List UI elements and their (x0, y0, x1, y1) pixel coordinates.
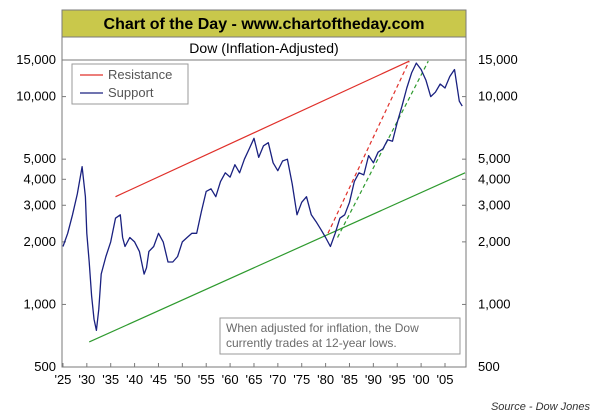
annotation-line-2: currently trades at 12-year lows. (226, 336, 397, 350)
chart-title: Dow (Inflation-Adjusted) (189, 40, 338, 56)
x-tick-label: '50 (174, 372, 191, 387)
x-tick-label: '30 (78, 372, 95, 387)
annotation: When adjusted for inflation, the Dow cur… (219, 317, 461, 355)
y-tick-label-left: 3,000 (23, 197, 56, 212)
y-tick-label-left: 500 (34, 359, 56, 374)
x-tick-label: '90 (365, 372, 382, 387)
x-tick-label: '35 (102, 372, 119, 387)
legend-box (71, 63, 189, 105)
title-banner (61, 9, 467, 38)
support-line (88, 172, 466, 343)
x-tick-label: '70 (269, 372, 286, 387)
legend-label-support: Support (108, 85, 154, 100)
y-axis-right: 500 1,000 2,000 3,000 4,000 5,000 10,000 15,000 (462, 52, 518, 374)
dow-series-line (62, 62, 463, 332)
annotation-box (219, 317, 461, 355)
plot-area (61, 59, 467, 368)
banner-title: Chart of the Day - www.chartoftheday.com (104, 16, 425, 33)
x-tick-label: '65 (245, 372, 262, 387)
y-tick-label-right: 4,000 (478, 171, 511, 186)
source-note: Source - Dow Jones (491, 401, 591, 413)
legend-label-resistance: Resistance (108, 67, 172, 82)
y-tick-label-right: 5,000 (478, 151, 511, 166)
x-tick-label: '00 (413, 372, 430, 387)
x-tick-label: '40 (126, 372, 143, 387)
y-tick-label-right: 500 (478, 359, 500, 374)
y-tick-label-right: 10,000 (478, 89, 518, 104)
y-tick-label-right: 2,000 (478, 234, 511, 249)
dashed-red-trendline (327, 60, 410, 234)
x-tick-label: '75 (293, 372, 310, 387)
x-axis: '25 '30 '35 '40 '45 '50 '55 '60 '65 '70 '75 '80 '85 '… (54, 363, 453, 387)
y-tick-label-left: 1,000 (23, 296, 56, 311)
x-tick-label: '85 (341, 372, 358, 387)
series-layer (62, 62, 463, 332)
y-tick-label-left: 4,000 (23, 171, 56, 186)
legend: Resistance Support (71, 63, 189, 105)
y-tick-label-left: 15,000 (16, 52, 56, 67)
y-axis-left: 500 1,000 2,000 3,000 4,000 5,000 10,000 15,000 (16, 52, 66, 374)
y-tick-label-right: 1,000 (478, 296, 511, 311)
y-tick-label-left: 2,000 (23, 234, 56, 249)
x-tick-label: '05 (437, 372, 454, 387)
x-tick-label: '80 (317, 372, 334, 387)
x-tick-label: '25 (54, 372, 71, 387)
x-tick-label: '95 (389, 372, 406, 387)
x-tick-label: '60 (222, 372, 239, 387)
y-tick-label-left: 5,000 (23, 151, 56, 166)
y-tick-label-right: 15,000 (478, 52, 518, 67)
x-tick-label: '45 (150, 372, 167, 387)
y-tick-label-left: 10,000 (16, 89, 56, 104)
y-tick-label-right: 3,000 (478, 197, 511, 212)
annotation-line-1: When adjusted for inflation, the Dow (226, 321, 419, 335)
resistance-line (115, 60, 410, 198)
x-tick-label: '55 (198, 372, 215, 387)
